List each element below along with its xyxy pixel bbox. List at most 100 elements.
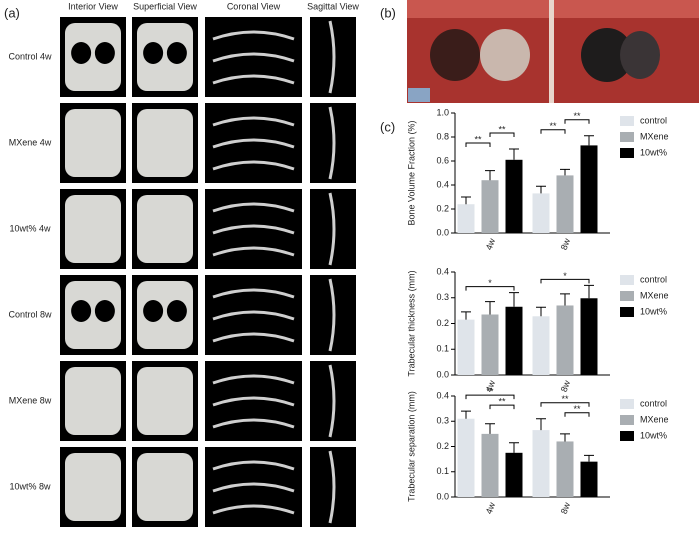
legend-label: control: [640, 398, 667, 408]
y-tick-label: 0.4: [436, 179, 449, 189]
defect: [166, 300, 187, 322]
significance-label: **: [486, 387, 494, 397]
section: [212, 52, 295, 63]
x-tick-label: 8w: [559, 379, 573, 394]
skull: [137, 109, 193, 177]
bar: [481, 433, 499, 497]
row-label: Control 4w: [8, 51, 52, 61]
row-label: Control 8w: [8, 309, 52, 319]
skull: [65, 109, 121, 177]
x-tick-label: 4w: [484, 237, 498, 252]
section: [212, 460, 295, 471]
error-bar: [584, 284, 594, 299]
y-axis-label: Bone Volume Fraction (%): [406, 120, 416, 225]
bar: [481, 180, 499, 233]
section: [212, 288, 295, 299]
y-tick-label: 0.3: [436, 416, 449, 426]
section: [212, 116, 295, 127]
error-bar: [536, 185, 546, 194]
defect: [94, 42, 115, 64]
legend-swatch: [620, 399, 634, 409]
section: [212, 138, 295, 149]
significance-label: *: [488, 278, 492, 288]
section: [212, 246, 295, 257]
bar: [580, 298, 598, 375]
significance-bracket: [489, 404, 515, 410]
legend-label: 10wt%: [640, 430, 667, 440]
error-bar: [485, 301, 495, 315]
error-bar: [461, 196, 471, 205]
column-header: Coronal View: [227, 1, 281, 11]
defect: [71, 42, 92, 64]
y-tick-label: 1.0: [436, 107, 449, 117]
bar: [505, 452, 523, 497]
skull: [65, 281, 121, 349]
legend-label: control: [640, 274, 667, 284]
significance-bracket: [564, 119, 590, 124]
significance-label: **: [561, 394, 569, 404]
row-label: 10wt% 4w: [9, 223, 51, 233]
bar: [457, 319, 475, 375]
significance-bracket: [465, 142, 491, 147]
legend-label: 10wt%: [640, 147, 667, 157]
section: [328, 278, 336, 352]
bar: [580, 145, 598, 233]
x-tick-label: 4w: [484, 501, 498, 516]
row-label: MXene 4w: [9, 137, 52, 147]
significance-label: **: [549, 121, 557, 131]
error-bar: [536, 306, 546, 317]
y-tick-label: 0.4: [436, 390, 449, 400]
y-tick-label: 0.0: [436, 491, 449, 501]
section: [212, 482, 295, 493]
y-tick-label: 0.4: [436, 266, 449, 276]
micro-ct-image: [205, 275, 302, 355]
bar: [505, 159, 523, 233]
bar: [457, 204, 475, 233]
column-header: Superficial View: [133, 1, 197, 11]
section: [212, 418, 295, 429]
y-tick-label: 0.2: [436, 203, 449, 213]
error-bar: [560, 433, 570, 442]
skull: [137, 281, 193, 349]
significance-bracket: [465, 286, 515, 291]
skull: [65, 453, 121, 521]
section: [328, 450, 336, 524]
bar: [580, 461, 598, 497]
bar: [457, 418, 475, 497]
section: [328, 192, 336, 266]
skull: [137, 195, 193, 263]
defect: [94, 300, 115, 322]
significance-bracket: [489, 132, 515, 137]
skull: [137, 367, 193, 435]
section: [212, 202, 295, 213]
legend-swatch: [620, 431, 634, 441]
defect: [143, 42, 164, 64]
significance-bracket: [540, 278, 590, 284]
panel-label: (a): [4, 5, 20, 20]
legend-swatch: [620, 148, 634, 158]
legend-swatch: [620, 116, 634, 126]
y-tick-label: 0.1: [436, 344, 449, 354]
bar: [556, 441, 574, 497]
y-tick-label: 0.0: [436, 369, 449, 379]
significance-bracket: [465, 394, 515, 400]
y-axis-label: Trabecular thickness (mm): [406, 270, 416, 376]
y-tick-label: 0.8: [436, 131, 449, 141]
skull: [65, 195, 121, 263]
x-tick-label: 4w: [484, 379, 498, 394]
legend-label: MXene: [640, 131, 669, 141]
skull: [65, 367, 121, 435]
error-bar: [485, 423, 495, 434]
error-bar: [509, 148, 519, 160]
section: [212, 30, 295, 41]
significance-label: **: [573, 111, 581, 121]
defect: [166, 42, 187, 64]
section: [212, 310, 295, 321]
legend-swatch: [620, 415, 634, 425]
legend-label: control: [640, 115, 667, 125]
section: [212, 332, 295, 343]
section: [212, 224, 295, 235]
panel-label: (c): [380, 119, 395, 134]
skull: [137, 453, 193, 521]
